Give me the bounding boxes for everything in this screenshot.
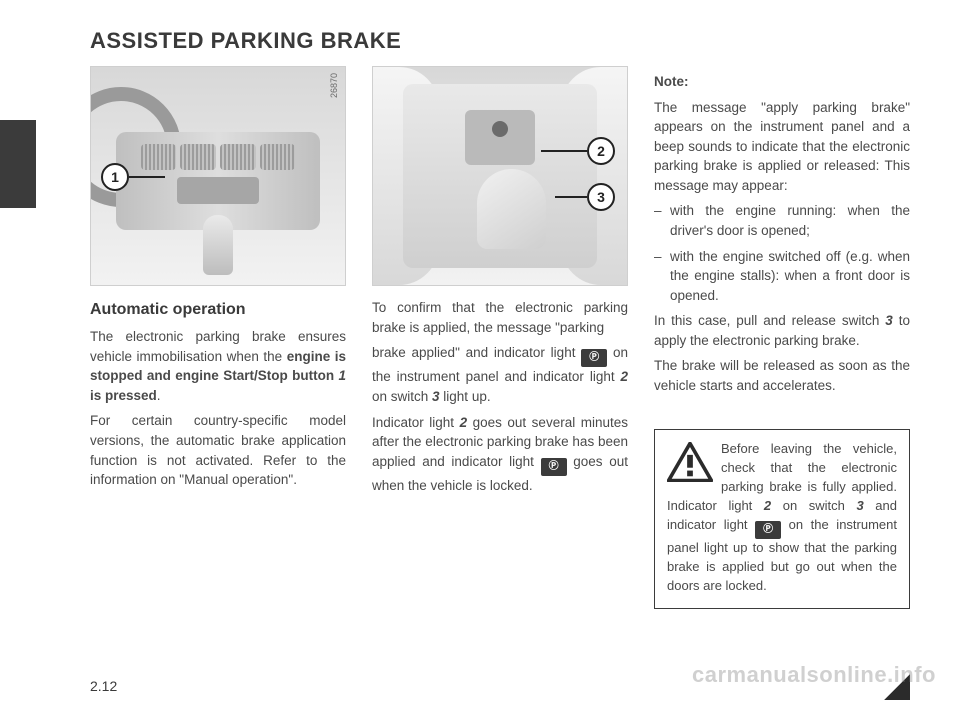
centre-console-graphic bbox=[403, 84, 596, 267]
col3-paragraph-3: The brake will be released as soon as th… bbox=[654, 356, 910, 395]
manual-page: ASSISTED PARKING BRAKE 26870 1 bbox=[0, 0, 960, 710]
figure-1: 26870 1 bbox=[90, 66, 346, 286]
callout-1: 1 bbox=[101, 163, 165, 191]
callout-3-number: 3 bbox=[587, 183, 615, 211]
page-number: 2.12 bbox=[90, 678, 117, 694]
note-list-item-2: with the engine switched off (e.g. when … bbox=[654, 247, 910, 306]
subhead-automatic-operation: Automatic operation bbox=[90, 298, 346, 321]
col3-paragraph-2: In this case, pull and release switch 3 … bbox=[654, 311, 910, 350]
callout-3: 3 bbox=[555, 183, 615, 211]
radio-graphic bbox=[177, 177, 258, 204]
console-slot-graphic bbox=[465, 110, 534, 165]
callout-2-number: 2 bbox=[587, 137, 615, 165]
gear-lever-graphic bbox=[203, 215, 233, 275]
column-2: 26769 2 3 To confirm that the electroni bbox=[372, 66, 628, 609]
note-paragraph: The message "apply parking brake" appear… bbox=[654, 98, 910, 196]
warning-box: Before leaving the vehicle, check that t… bbox=[654, 429, 910, 608]
col2-paragraph-1a: To confirm that the electronic parking b… bbox=[372, 298, 628, 337]
figure-2: 26769 2 3 bbox=[372, 66, 628, 286]
section-tab bbox=[0, 120, 36, 208]
column-3: Note: The message "apply parking brake" … bbox=[654, 66, 910, 609]
callout-1-number: 1 bbox=[101, 163, 129, 191]
note-heading: Note: bbox=[654, 72, 910, 92]
content-columns: 26870 1 Automatic operatio bbox=[90, 66, 910, 609]
page-flip-icon bbox=[884, 674, 910, 700]
figure-1-id: 26870 bbox=[328, 73, 341, 98]
note-list-item-1: with the engine running: when the driver… bbox=[654, 201, 910, 240]
col2-paragraph-2: Indicator light 2 goes out several minut… bbox=[372, 413, 628, 496]
callout-3-lead bbox=[555, 196, 587, 198]
warning-content: Before leaving the vehicle, check that t… bbox=[667, 440, 897, 595]
col1-paragraph-1: The electronic parking brake ensures veh… bbox=[90, 327, 346, 405]
col1-paragraph-2: For certain country-specific model versi… bbox=[90, 411, 346, 489]
callout-2: 2 bbox=[541, 137, 615, 165]
col2-paragraph-1b: brake applied" and indicator light Ⓟ on … bbox=[372, 343, 628, 406]
column-1: 26870 1 Automatic operatio bbox=[90, 66, 346, 609]
parking-brake-light-icon: Ⓟ bbox=[541, 458, 567, 476]
callout-2-lead bbox=[541, 150, 587, 152]
callout-1-lead bbox=[129, 176, 165, 178]
warning-icon bbox=[667, 442, 713, 482]
parking-brake-light-icon: Ⓟ bbox=[755, 521, 781, 539]
page-title: ASSISTED PARKING BRAKE bbox=[90, 28, 910, 54]
note-list: with the engine running: when the driver… bbox=[654, 201, 910, 305]
parking-brake-switch-graphic bbox=[477, 169, 546, 250]
parking-brake-light-icon: Ⓟ bbox=[581, 349, 607, 367]
